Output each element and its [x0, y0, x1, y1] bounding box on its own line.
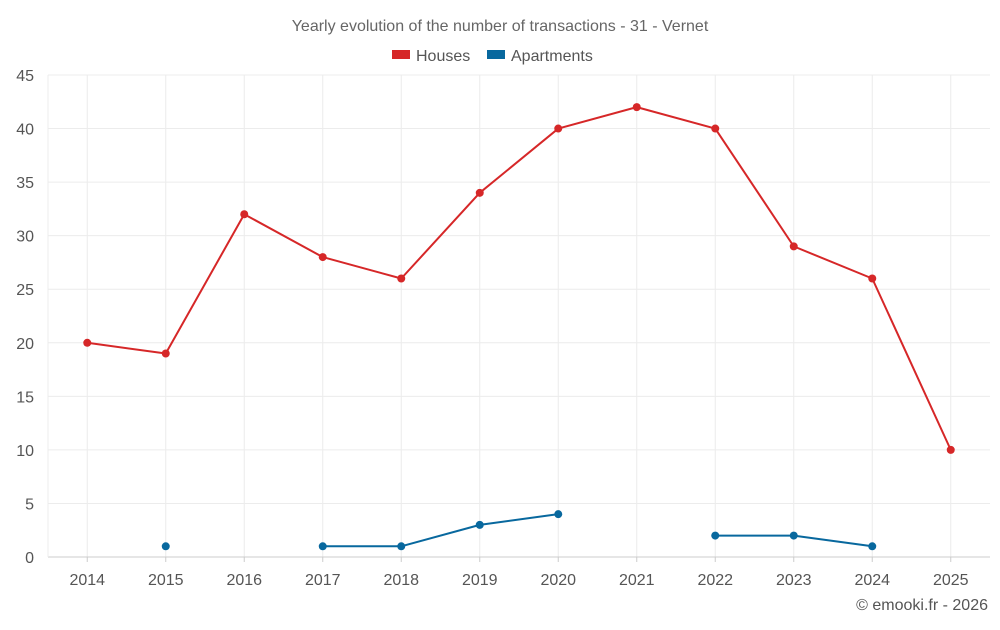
x-tick-label: 2023 [776, 572, 812, 589]
data-point-apartments-2020[interactable] [554, 510, 563, 519]
series-line-apartments [321, 513, 560, 548]
x-tick-label: 2015 [148, 572, 184, 589]
data-point-apartments-2015[interactable] [161, 542, 170, 551]
x-tick-label: 2022 [697, 572, 733, 589]
x-tick-label: 2019 [462, 572, 498, 589]
data-point-apartments-2018[interactable] [397, 542, 406, 551]
x-tick-label: 2020 [540, 572, 576, 589]
x-tick-label: 2021 [619, 572, 655, 589]
y-tick-label: 0 [25, 550, 34, 567]
x-tick-label: 2018 [383, 572, 419, 589]
y-tick-label: 35 [16, 175, 34, 192]
data-point-houses-2025[interactable] [946, 445, 955, 454]
data-point-houses-2017[interactable] [318, 253, 327, 262]
series-houses [83, 103, 955, 454]
legend-label-houses: Houses [416, 48, 470, 65]
credit-text: © emooki.fr - 2026 [856, 597, 988, 614]
chart-title: Yearly evolution of the number of transa… [292, 18, 709, 35]
x-tick-label: 2014 [69, 572, 105, 589]
y-tick-label: 40 [16, 122, 34, 139]
legend-swatch-houses [392, 50, 410, 59]
legend-swatch-apartments [487, 50, 505, 59]
x-tick-label: 2025 [933, 572, 969, 589]
data-point-apartments-2023[interactable] [789, 531, 798, 540]
legend: Houses Apartments [392, 48, 593, 65]
series [83, 103, 955, 551]
data-point-houses-2014[interactable] [83, 338, 92, 347]
x-tick-label: 2024 [854, 572, 890, 589]
data-point-houses-2015[interactable] [161, 349, 170, 358]
data-point-apartments-2024[interactable] [868, 542, 877, 551]
x-tick-label: 2017 [305, 572, 341, 589]
series-line-houses [86, 106, 952, 451]
x-tick-label: 2016 [226, 572, 262, 589]
data-point-houses-2020[interactable] [554, 124, 563, 133]
y-tick-label: 5 [25, 496, 34, 513]
y-tick-label: 20 [16, 336, 34, 353]
data-point-houses-2024[interactable] [868, 274, 877, 283]
data-point-houses-2022[interactable] [711, 124, 720, 133]
y-tick-label: 30 [16, 229, 34, 246]
data-point-apartments-2022[interactable] [711, 531, 720, 540]
series-apartments [161, 510, 877, 551]
data-point-houses-2016[interactable] [240, 210, 249, 219]
data-point-houses-2019[interactable] [475, 188, 484, 197]
data-point-apartments-2017[interactable] [318, 542, 327, 551]
grid [48, 74, 990, 557]
data-point-houses-2018[interactable] [397, 274, 406, 283]
data-point-apartments-2019[interactable] [475, 520, 484, 529]
y-tick-label: 45 [16, 68, 34, 85]
legend-label-apartments: Apartments [511, 48, 593, 65]
y-tick-label: 25 [16, 282, 34, 299]
legend-item-apartments[interactable]: Apartments [487, 48, 593, 65]
y-tick-label: 10 [16, 443, 34, 460]
data-point-houses-2021[interactable] [632, 103, 641, 112]
legend-item-houses[interactable]: Houses [392, 48, 470, 65]
y-tick-label: 15 [16, 389, 34, 406]
data-point-houses-2023[interactable] [789, 242, 798, 251]
